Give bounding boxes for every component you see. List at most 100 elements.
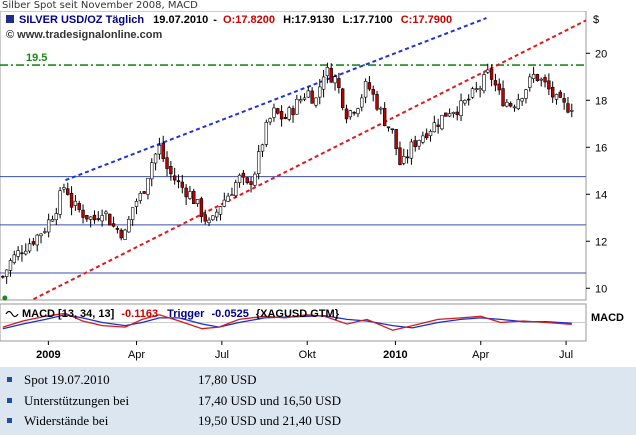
candle-body: [1, 275, 5, 278]
candle-body: [234, 182, 238, 196]
candle-body: [424, 133, 429, 139]
x-tick-label: Jul: [215, 349, 229, 361]
candle-body: [524, 89, 528, 99]
macd-label: MACD [13, 34, 13]: [22, 308, 115, 320]
info-row-supports: Unterstützungen bei 17,40 USD und 16,50 …: [0, 391, 636, 411]
bullet-icon: [7, 398, 12, 403]
high-label: H:17.9130: [283, 14, 334, 26]
candle-body: [226, 195, 230, 202]
candle-body: [512, 106, 517, 109]
candle-body: [161, 142, 165, 159]
candle-body: [451, 112, 456, 114]
candle-body: [24, 250, 28, 255]
y-tick-label: 14: [595, 189, 607, 201]
y-tick-label: 12: [595, 236, 607, 248]
candle-body: [192, 191, 196, 205]
candle-body: [398, 147, 402, 165]
candle-body: [276, 108, 280, 114]
candle-body: [249, 181, 253, 185]
candle-body: [100, 215, 104, 222]
candle-body: [333, 76, 337, 84]
candle-body: [321, 76, 326, 90]
candle-body: [325, 67, 330, 77]
candle-body: [58, 190, 62, 215]
candle-body: [340, 88, 345, 108]
candle-body: [111, 223, 116, 227]
chart-title: SILVER USD/OZ Täglich: [19, 14, 144, 26]
candle-body: [157, 144, 162, 155]
price-panel: [0, 11, 587, 301]
candle-body: [77, 203, 81, 210]
candle-body: [363, 81, 368, 98]
candle-body: [310, 90, 314, 104]
candle-body: [27, 243, 32, 252]
x-tick-label: Apr: [472, 349, 489, 361]
macd-layer: [0, 312, 586, 331]
info-row-spot: Spot 19.07.2010 17,80 USD: [0, 370, 636, 390]
y-tick-label: 18: [595, 95, 607, 107]
candle-body: [535, 74, 540, 81]
macd-wave-icon: [5, 310, 19, 318]
macd-axis-label: MACD: [591, 312, 624, 324]
info-panel: Spot 19.07.2010 17,80 USD Unterstützunge…: [0, 367, 636, 435]
currency-label: $: [593, 14, 599, 26]
candle-body: [62, 187, 66, 190]
candle-body: [409, 141, 414, 159]
candle-body: [16, 250, 20, 257]
candle-body: [81, 209, 85, 218]
candle-body: [12, 254, 16, 263]
candle-body: [4, 269, 9, 277]
candle-body: [482, 74, 486, 92]
candle-body: [142, 191, 146, 194]
candle-body: [386, 126, 391, 129]
candle-layer: [1, 62, 574, 301]
candle-body: [558, 91, 563, 98]
candle-body: [50, 219, 55, 222]
candle-body: [486, 69, 490, 73]
candle-body: [123, 229, 127, 240]
x-tick-label: Apr: [128, 349, 145, 361]
candle-body: [218, 206, 223, 215]
candle-body: [367, 82, 372, 90]
candle-body: [405, 156, 410, 159]
candle-body: [245, 177, 249, 183]
candle-body: [344, 108, 349, 120]
resistance-label: 19.5: [26, 52, 47, 64]
candle-body: [318, 86, 322, 98]
candle-body: [104, 211, 108, 215]
candle-body: [382, 108, 387, 127]
candle-body: [298, 99, 303, 102]
info-value: 19,50 USD und 21,40 USD: [198, 413, 342, 428]
candle-body: [237, 174, 242, 183]
candle-body: [314, 97, 318, 106]
info-value: 17,40 USD und 16,50 USD: [198, 393, 342, 408]
y-tick-label: 20: [595, 48, 607, 60]
candle-body: [169, 165, 173, 175]
candle-body: [440, 114, 444, 130]
candle-body: [466, 98, 471, 101]
chart-caption: Silber Spot seit November 2008, MACD: [2, 0, 198, 11]
candle-body: [432, 122, 437, 133]
candle-body: [222, 199, 227, 207]
macd-value: -0.1163: [121, 308, 158, 320]
macd-header: MACD [13, 34, 13] -0.1163 Trigger -0.052…: [22, 308, 340, 320]
candle-body: [356, 108, 360, 115]
candle-body: [256, 151, 261, 174]
candle-body: [8, 260, 13, 271]
candle-body: [413, 140, 417, 148]
trend-layer: [29, 17, 586, 300]
low-label: L:17.7100: [343, 14, 393, 26]
candle-body: [253, 173, 257, 186]
x-tick-label: Jul: [559, 349, 573, 361]
candle-body: [562, 98, 566, 103]
candle-body: [463, 99, 467, 104]
trend-line-lower: [29, 19, 586, 300]
candle-body: [474, 88, 479, 90]
chart-date: 19.07.2010: [153, 14, 208, 26]
candle-body: [528, 76, 532, 88]
x-tick-label: 2010: [383, 349, 407, 361]
candle-body: [379, 107, 383, 110]
candle-body: [195, 199, 200, 204]
candle-body: [66, 188, 70, 195]
candle-body: [283, 117, 288, 119]
